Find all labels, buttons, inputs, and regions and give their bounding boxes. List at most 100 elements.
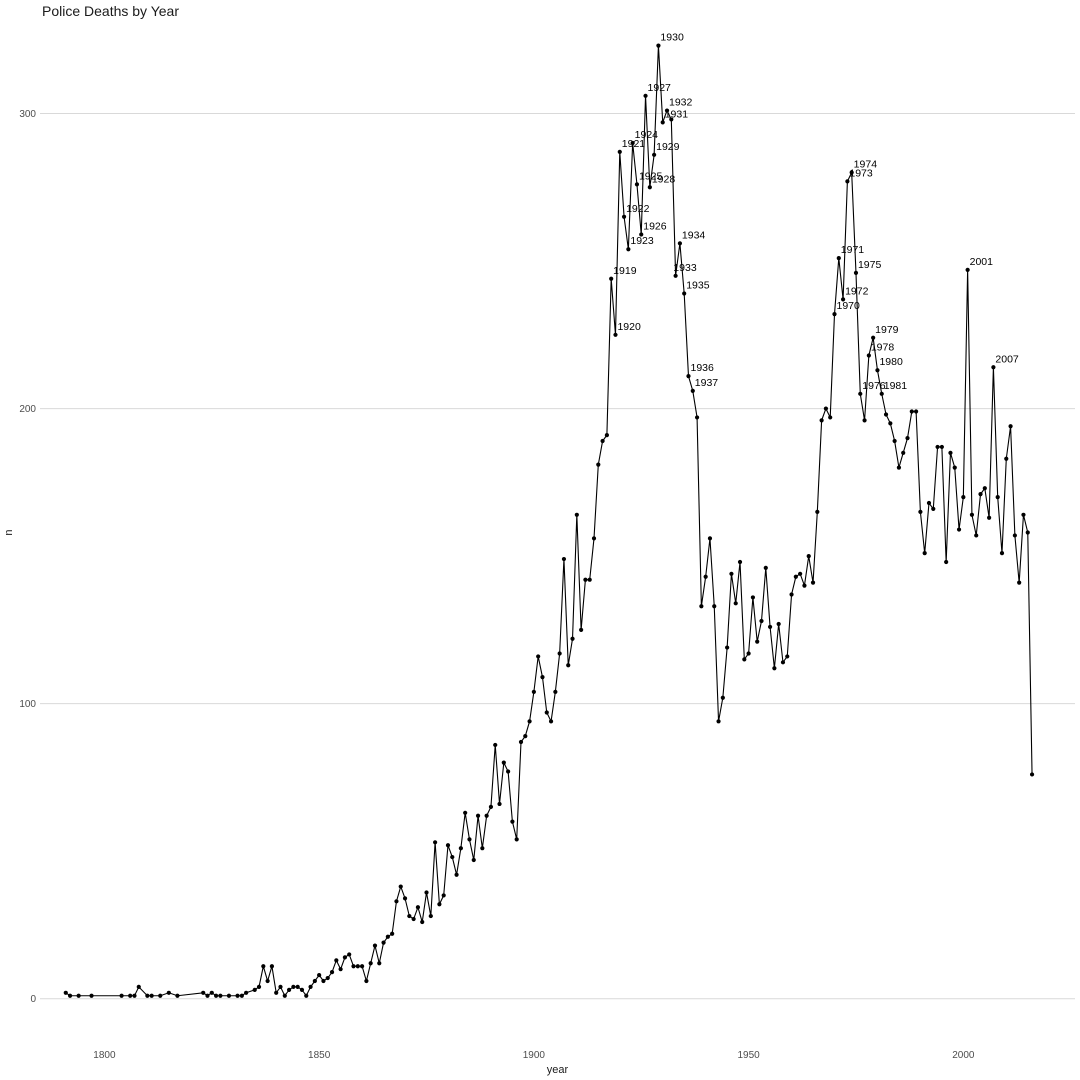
point-label-1926: 1926 [643, 220, 667, 232]
data-point-1966 [815, 509, 820, 514]
data-point-1825 [209, 990, 214, 995]
data-point-1975 [853, 270, 859, 275]
data-point-1939 [699, 604, 704, 609]
data-point-1915 [596, 462, 601, 467]
data-point-1823 [201, 990, 206, 995]
point-label-2001: 2001 [970, 256, 994, 268]
point-label-1928: 1928 [652, 173, 676, 185]
data-point-1807 [132, 993, 137, 998]
data-point-1899 [527, 719, 532, 724]
point-label-1935: 1935 [686, 280, 710, 292]
data-point-2014 [1021, 512, 1026, 517]
data-point-1934 [677, 241, 682, 246]
point-label-1974: 1974 [854, 159, 878, 171]
y-tick-label-100: 100 [19, 699, 36, 710]
data-point-1894 [506, 769, 511, 774]
data-point-1817 [175, 993, 180, 998]
data-point-1865 [381, 940, 386, 945]
data-point-1815 [166, 990, 171, 995]
point-label-1971: 1971 [841, 244, 865, 256]
data-point-1931 [664, 108, 670, 113]
data-point-1794 [76, 993, 81, 998]
data-point-2001 [965, 267, 970, 272]
data-point-1893 [501, 760, 506, 765]
data-point-1995 [939, 444, 944, 450]
data-point-1908 [566, 663, 571, 668]
point-label-1920: 1920 [617, 321, 641, 333]
data-point-1875 [424, 890, 429, 895]
data-point-1838 [265, 978, 270, 984]
data-point-1961 [793, 574, 798, 579]
x-axis-title: year [547, 1064, 569, 1076]
data-point-1847 [304, 993, 309, 998]
point-label-1919: 1919 [613, 265, 637, 277]
data-point-1844 [291, 984, 296, 989]
data-point-2010 [1004, 456, 1009, 461]
data-point-2013 [1017, 580, 1022, 585]
data-point-1877 [433, 840, 438, 845]
data-point-1813 [158, 993, 163, 998]
data-point-2004 [978, 492, 983, 497]
data-point-1952 [755, 639, 760, 644]
data-point-1913 [587, 577, 592, 582]
data-point-1936 [686, 374, 691, 379]
point-label-1930: 1930 [660, 32, 684, 44]
data-point-1872 [411, 916, 416, 922]
data-point-1848 [308, 984, 313, 989]
x-tick-label-1950: 1950 [737, 1050, 760, 1061]
point-label-1970: 1970 [837, 300, 861, 312]
data-point-1982 [883, 412, 889, 417]
data-point-1839 [269, 964, 275, 969]
data-point-1806 [128, 993, 133, 998]
data-point-1954 [763, 565, 768, 571]
point-label-1931: 1931 [665, 108, 689, 120]
data-point-1871 [407, 913, 412, 919]
data-point-1959 [785, 654, 790, 659]
point-label-1929: 1929 [656, 141, 680, 153]
data-point-1965 [810, 580, 816, 585]
data-point-1824 [205, 993, 210, 998]
data-point-1985 [896, 465, 902, 470]
point-label-1927: 1927 [648, 82, 672, 94]
data-point-1855 [338, 967, 343, 972]
data-point-1837 [261, 964, 266, 969]
data-point-1948 [737, 559, 743, 565]
data-point-1843 [286, 987, 292, 992]
data-point-1863 [372, 943, 378, 948]
data-point-1918 [609, 276, 614, 281]
data-point-1797 [89, 993, 94, 998]
data-point-1842 [282, 993, 287, 998]
point-label-1979: 1979 [875, 324, 899, 336]
data-point-1953 [759, 618, 764, 624]
point-labels: 1919 1920 1921 1922 1923 1924 1925 1926 1927 1928… [613, 32, 1019, 392]
data-point-1910 [574, 512, 579, 517]
data-point-1902 [540, 674, 545, 680]
data-point-1945 [725, 645, 730, 650]
data-point-2009 [999, 551, 1005, 556]
data-point-1887 [475, 813, 481, 818]
data-point-1981 [879, 391, 884, 396]
data-point-2016 [1029, 772, 1035, 777]
data-point-2005 [982, 486, 987, 491]
data-point-1833 [244, 990, 249, 995]
data-point-1906 [557, 651, 562, 656]
data-point-1832 [239, 993, 244, 998]
data-point-2000 [961, 494, 966, 500]
data-point-1974 [849, 170, 854, 175]
point-label-1922: 1922 [626, 203, 650, 215]
data-point-1857 [347, 952, 352, 957]
data-point-1958 [780, 660, 786, 665]
data-point-1859 [355, 964, 360, 969]
point-label-1936: 1936 [690, 362, 714, 374]
point-label-1921: 1921 [622, 138, 646, 150]
data-point-1993 [931, 506, 936, 511]
data-point-2011 [1008, 424, 1013, 429]
data-point-1924 [634, 182, 640, 187]
y-tick-label-300: 300 [19, 109, 36, 120]
point-label-1924: 1924 [635, 129, 659, 141]
point-label-1978: 1978 [871, 341, 895, 353]
data-point-1916 [600, 438, 605, 444]
data-point-1854 [334, 958, 339, 963]
point-label-1934: 1934 [682, 229, 706, 241]
data-point-1943 [716, 719, 721, 724]
